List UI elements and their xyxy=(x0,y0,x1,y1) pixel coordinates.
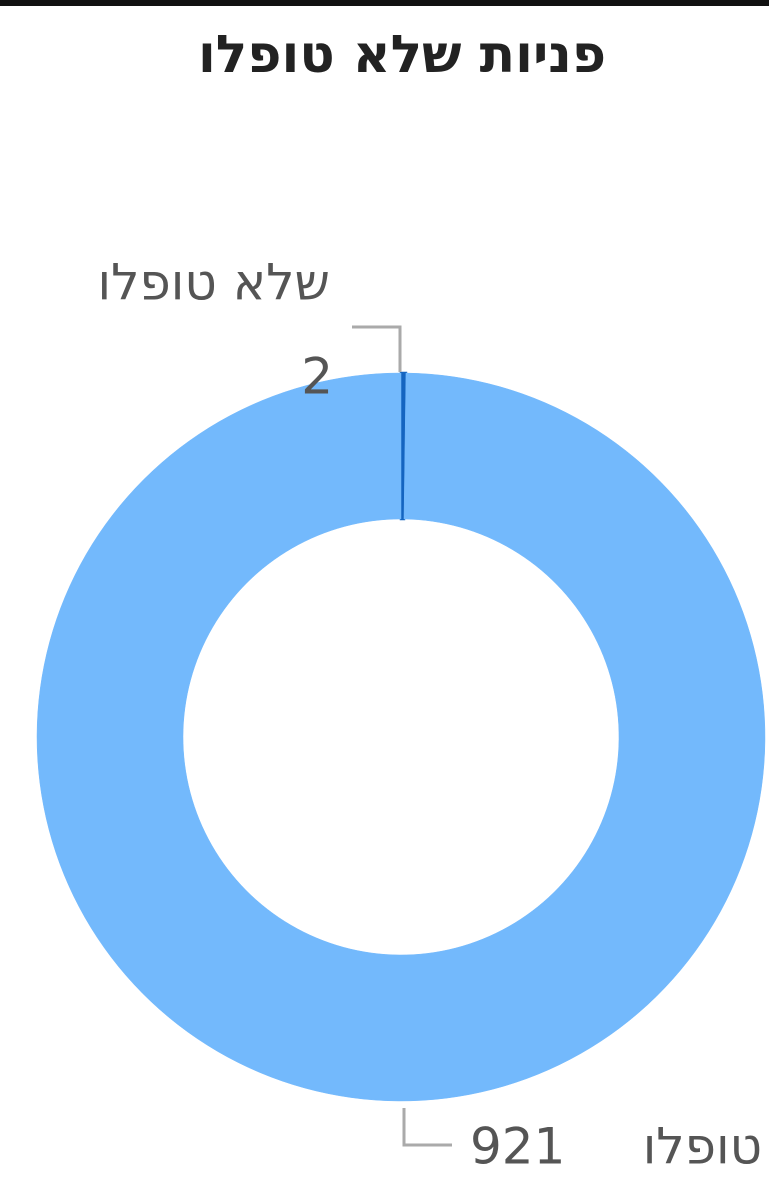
donut-slice xyxy=(36,372,766,1102)
leader-line xyxy=(352,325,402,372)
chart-title: פניות שלא טופלו xyxy=(198,25,606,85)
top-bar xyxy=(0,0,769,6)
leader-line xyxy=(402,1108,452,1147)
slice-value: 2 xyxy=(301,348,333,406)
slice-label: שלא טופלו xyxy=(98,254,330,312)
slice-value: 921 xyxy=(470,1118,565,1176)
slice-label: טופלו xyxy=(643,1118,762,1176)
